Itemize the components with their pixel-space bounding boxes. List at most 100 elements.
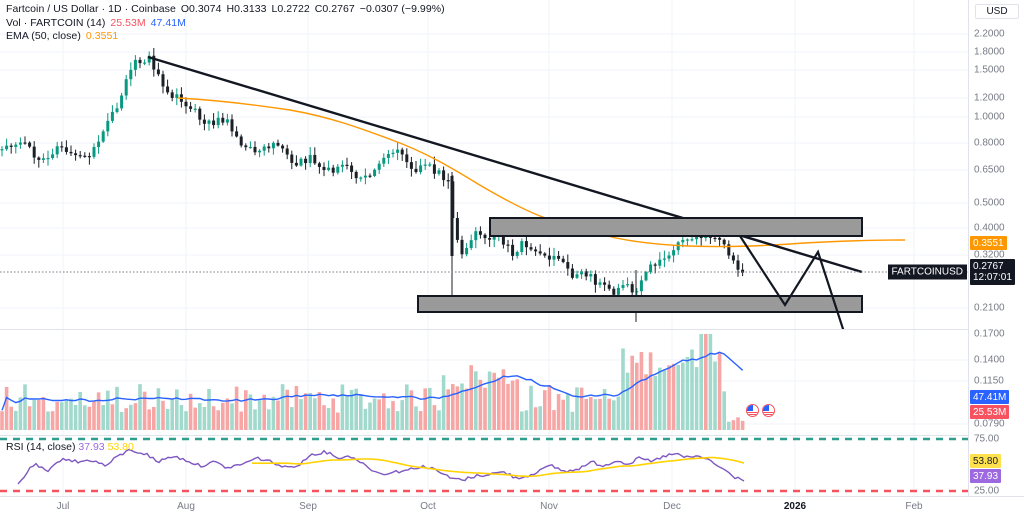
- candle-body: [138, 59, 142, 64]
- volume-bar: [257, 400, 262, 430]
- candle-body: [722, 239, 726, 245]
- candle-body: [423, 164, 427, 166]
- candle-body: [718, 237, 722, 240]
- volume-bar: [14, 410, 18, 430]
- price-axis[interactable]: USD 2.2000 1.8000 1.5000 1.2000 1.0000 0.8000…: [968, 0, 1024, 497]
- volume-bar: [211, 406, 216, 430]
- volume-bar: [239, 411, 243, 430]
- volume-bar: [359, 394, 363, 430]
- candle-body: [106, 120, 110, 132]
- volume-bar: [386, 408, 391, 430]
- price-plot: [0, 0, 968, 330]
- volume-bar: [478, 379, 483, 430]
- volume-bar: [368, 402, 372, 430]
- candle-body: [630, 284, 634, 293]
- volume-bar: [428, 387, 432, 430]
- candle-body: [212, 120, 216, 126]
- candle-body: [115, 108, 119, 112]
- volume-bar: [285, 389, 289, 430]
- volume-bar: [460, 383, 464, 430]
- volume-bar: [441, 375, 446, 430]
- volume-bar: [515, 379, 519, 430]
- rsi-pane[interactable]: [0, 436, 968, 496]
- candle-body: [409, 162, 413, 169]
- candle-body: [248, 146, 252, 149]
- volume-bar: [87, 406, 92, 430]
- volume-bar: [704, 334, 708, 430]
- volume-bar: [115, 386, 119, 430]
- candle-body: [124, 79, 128, 96]
- price-pane[interactable]: [0, 0, 968, 330]
- candle-body: [561, 258, 565, 263]
- time-tick: 2026: [783, 501, 807, 512]
- resistance-zone-box[interactable]: [489, 217, 863, 237]
- candle-body: [501, 232, 505, 245]
- current-price-value: 0.2767: [973, 261, 1004, 272]
- time-tick: Aug: [177, 501, 195, 512]
- rsi-tick: 75.00: [974, 433, 1000, 445]
- volume-bar: [133, 403, 138, 430]
- volume-bar: [694, 367, 699, 430]
- volume-bar: [377, 399, 381, 430]
- price-tick: 0.4000: [974, 222, 1005, 234]
- rsi-badge[interactable]: 37.93: [970, 469, 1002, 483]
- candle-body: [450, 176, 454, 256]
- volume-bar: [69, 398, 73, 430]
- volume-bar: [423, 388, 427, 430]
- volume-bar: [170, 399, 174, 430]
- support-zone-box[interactable]: [417, 295, 863, 313]
- current-price-badge[interactable]: 0.2767 12:07:01: [970, 259, 1015, 285]
- candle-body: [386, 154, 390, 158]
- candle-body: [584, 271, 588, 277]
- candle-body: [391, 152, 395, 155]
- candle-body: [400, 149, 404, 155]
- candle-body: [511, 244, 515, 256]
- us-economic-event-icon[interactable]: [746, 404, 759, 417]
- pane-divider-volume-rsi: [0, 435, 1024, 436]
- volume-badge[interactable]: 25.53M: [970, 405, 1010, 419]
- candle-body: [727, 244, 731, 256]
- candle-body: [354, 171, 358, 179]
- time-axis[interactable]: Jul Aug Sep Oct Nov Dec 2026 Feb: [0, 496, 1024, 516]
- candle-body: [276, 142, 280, 146]
- volume-bar: [667, 365, 671, 430]
- candle-body: [46, 158, 50, 160]
- volume-bar: [156, 388, 161, 430]
- candle-body: [681, 239, 685, 243]
- volume-bar: [32, 400, 36, 430]
- volume-ma-badge[interactable]: 47.41M: [970, 390, 1010, 404]
- ema-badge[interactable]: 0.3551: [970, 236, 1007, 250]
- volume-bar: [221, 402, 225, 430]
- rsi-ma-badge[interactable]: 53.80: [970, 454, 1002, 468]
- candle-body: [60, 146, 64, 148]
- volume-bar: [290, 407, 294, 430]
- candle-body: [405, 154, 409, 163]
- volume-bar: [340, 384, 345, 430]
- candle-body: [432, 164, 436, 174]
- candle-body: [202, 119, 206, 124]
- volume-bar: [556, 394, 561, 430]
- candle-body: [658, 259, 662, 266]
- volume-bar: [409, 390, 414, 430]
- candle-body: [635, 291, 639, 293]
- volume-bar: [18, 397, 23, 430]
- candle-body: [534, 249, 538, 252]
- us-economic-event-icon[interactable]: [762, 404, 775, 417]
- volume-bar: [363, 408, 368, 430]
- candle-body: [175, 94, 179, 98]
- projection-path[interactable]: [739, 235, 857, 330]
- volume-bar: [497, 377, 501, 430]
- candle-body: [340, 164, 344, 167]
- rsi-ma-line: [251, 456, 745, 478]
- candle-body: [713, 237, 717, 240]
- volume-bar: [354, 388, 358, 430]
- volume-bar: [607, 398, 611, 430]
- candle-body: [133, 59, 137, 70]
- candle-body: [373, 169, 377, 176]
- candle-body: [607, 284, 611, 289]
- candle-body: [32, 146, 36, 158]
- currency-chip[interactable]: USD: [975, 4, 1019, 19]
- candle-body: [244, 145, 248, 148]
- candle-body: [55, 146, 59, 155]
- volume-pane[interactable]: [0, 330, 968, 436]
